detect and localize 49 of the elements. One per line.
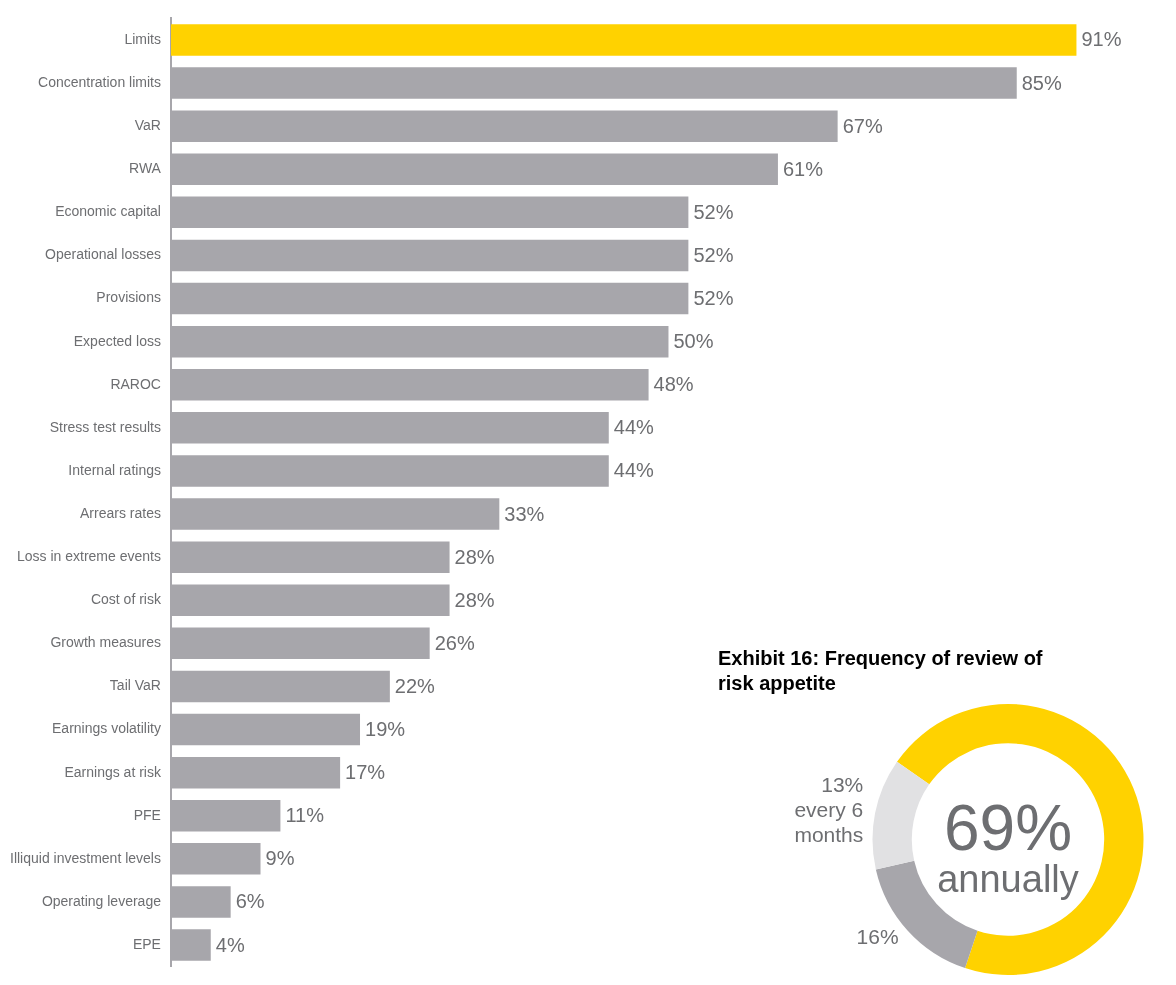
data-label: 9%	[265, 847, 295, 870]
y-tick-label: VaR	[134, 117, 161, 134]
y-tick-label: Loss in extreme events	[16, 548, 161, 565]
data-label: 91%	[1081, 28, 1122, 51]
y-tick-label: Growth measures	[50, 634, 161, 651]
y-tick-label: Earnings volatility	[52, 720, 161, 737]
chart-title: Exhibit 16: Frequency of review of risk appetite	[717, 646, 1044, 696]
data-label: 17%	[345, 761, 386, 784]
y-tick-label: Arrears rates	[80, 504, 161, 521]
data-label: 52%	[693, 287, 734, 310]
y-tick-label: RAROC	[110, 375, 161, 392]
y-tick-label: Stress test results	[49, 418, 161, 435]
y-tick-label: Internal ratings	[68, 461, 161, 478]
slice-label: every 6 months	[794, 797, 864, 846]
data-label: 67%	[842, 114, 883, 137]
y-tick-label: Operating leverage	[41, 892, 162, 909]
y-tick-label: Limits	[124, 30, 161, 47]
y-tick-label: PFE	[133, 806, 161, 823]
data-label: 6%	[235, 890, 265, 913]
data-label: 61%	[782, 157, 824, 180]
data-label: 4%	[215, 933, 245, 956]
data-label: 28%	[454, 545, 495, 568]
y-tick-label: Expected loss	[73, 332, 161, 349]
data-label: 19%	[365, 718, 406, 741]
y-tick-label: Operational losses	[45, 246, 161, 263]
data-label: 52%	[693, 243, 734, 266]
y-tick-label: Concentration limits	[38, 73, 161, 90]
data-label: 33%	[504, 502, 545, 525]
data-label: 48%	[653, 373, 694, 396]
data-label: 22%	[394, 674, 436, 697]
y-tick-label: Provisions	[96, 289, 161, 306]
y-tick-label: Cost of risk	[90, 591, 162, 608]
data-label: 26%	[434, 631, 475, 654]
data-label: 44%	[613, 416, 655, 439]
y-tick-label: RWA	[129, 160, 162, 177]
data-label: 28%	[454, 588, 495, 611]
data-label: 52%	[693, 200, 734, 223]
data-label: 50%	[673, 330, 714, 353]
data-label: 44%	[613, 459, 655, 482]
y-tick-label: Economic capital	[55, 203, 161, 220]
y-tick-label: Illiquid investment levels	[9, 849, 161, 866]
y-tick-label: Tail VaR	[109, 677, 161, 694]
data-label: 13%	[821, 772, 864, 796]
bar	[170, 24, 1077, 56]
data-label: 16%	[856, 925, 899, 949]
data-label: 11%	[285, 804, 325, 827]
data-label: 85%	[1021, 71, 1062, 94]
y-tick-label: EPE	[132, 935, 161, 952]
y-tick-label: Earnings at risk	[64, 763, 162, 780]
